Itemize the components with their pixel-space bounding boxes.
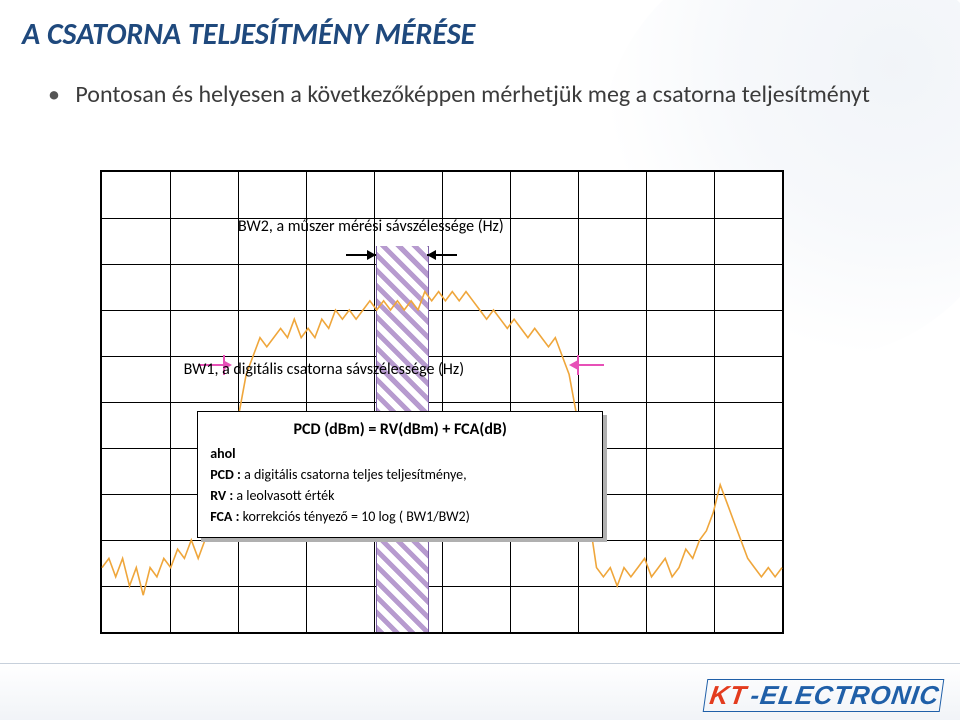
logo: KT-ELECTRONIC: [705, 679, 942, 712]
annotation-bw1: BW1, a digitális csatorna sávszélessége …: [184, 360, 464, 379]
spectrum-trace: [102, 172, 782, 632]
formula-line: FCA : korrekciós tényező = 10 log ( BW1/…: [210, 506, 590, 527]
formula-box: PCD (dBm) = RV(dBm) + FCA(dB) aholPCD : …: [197, 411, 603, 538]
spectrum-chart: BW2, a műszer mérési sávszélessége (Hz) …: [100, 170, 784, 634]
annotation-bw2: BW2, a műszer mérési sávszélessége (Hz): [238, 217, 504, 236]
formula-line: RV : a leolvasott érték: [210, 485, 590, 506]
logo-rest: ELECTRONIC: [758, 680, 941, 710]
formula-line: ahol: [210, 443, 590, 464]
page-title: A CSATORNA TELJESÍTMÉNY MÉRÉSE: [22, 16, 475, 53]
bullet-dot: •: [48, 80, 70, 109]
bullet-text: • Pontosan és helyesen a következőképpen…: [48, 80, 920, 109]
formula-line: PCD : a digitális csatorna teljes teljes…: [210, 464, 590, 485]
logo-kt: KT: [706, 680, 753, 710]
formula-body: aholPCD : a digitális csatorna teljes te…: [210, 443, 590, 527]
footer: KT-ELECTRONIC: [0, 663, 960, 720]
bullet-content: Pontosan és helyesen a következőképpen m…: [75, 80, 869, 109]
formula-title: PCD (dBm) = RV(dBm) + FCA(dB): [210, 420, 590, 443]
